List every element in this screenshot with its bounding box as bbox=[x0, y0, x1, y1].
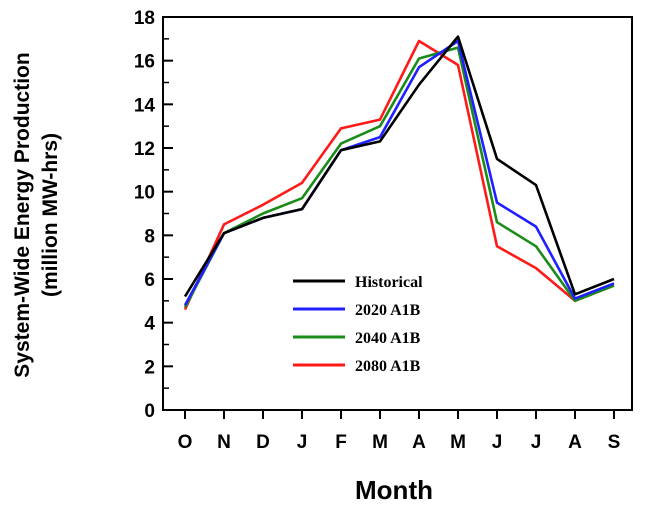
x-tick-label-8: J bbox=[492, 432, 503, 453]
x-tick-label-10: A bbox=[568, 432, 582, 453]
x-tick-label-9: J bbox=[531, 432, 542, 453]
y-tick-label-6: 12 bbox=[134, 139, 155, 160]
y-tick-label-5: 10 bbox=[134, 183, 155, 204]
y-tick-label-0: 0 bbox=[144, 401, 155, 422]
x-tick-label-7: M bbox=[450, 432, 466, 453]
y-tick-label-4: 8 bbox=[144, 226, 155, 247]
legend-label-0: Historical bbox=[355, 274, 423, 291]
y-axis-title-line2: (million MW-hrs) bbox=[39, 133, 62, 297]
x-axis-title: Month bbox=[355, 475, 433, 505]
x-tick-label-6: A bbox=[412, 432, 426, 453]
plot-area: 0 2 4 6 8 10 12 14 16 18 O N D J F M A M J J A S Historical 202… bbox=[134, 8, 633, 453]
x-tick-label-11: S bbox=[608, 432, 621, 453]
series-line-3 bbox=[183, 39, 615, 311]
x-tick-label-3: J bbox=[297, 432, 308, 453]
legend-label-3: 2080 A1B bbox=[355, 358, 421, 375]
legend-label-1: 2020 A1B bbox=[355, 302, 421, 319]
y-tick-label-1: 2 bbox=[144, 357, 155, 378]
legend-label-2: 2040 A1B bbox=[355, 330, 421, 347]
y-tick-label-9: 18 bbox=[134, 8, 155, 29]
x-tick-label-2: D bbox=[256, 432, 270, 453]
y-tick-label-2: 4 bbox=[144, 314, 155, 335]
x-tick-label-4: F bbox=[335, 432, 347, 453]
x-tick-label-0: O bbox=[178, 432, 193, 453]
y-tick-label-3: 6 bbox=[144, 270, 155, 291]
plot-frame bbox=[162, 16, 633, 411]
x-tick-label-1: N bbox=[217, 432, 231, 453]
series-line-2 bbox=[183, 46, 615, 309]
x-tick-label-5: M bbox=[372, 432, 388, 453]
y-axis-title-line1: System-Wide Energy Production bbox=[11, 52, 34, 377]
y-tick-label-7: 14 bbox=[134, 95, 156, 116]
y-tick-label-8: 16 bbox=[134, 52, 155, 73]
series-line-0 bbox=[183, 35, 615, 298]
